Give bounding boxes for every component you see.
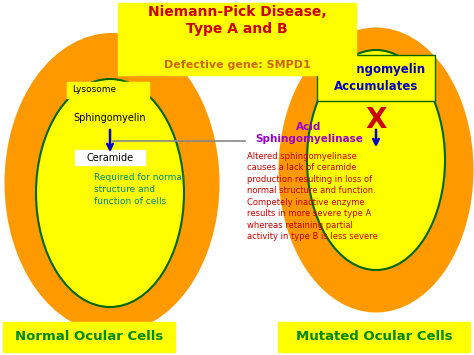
FancyBboxPatch shape	[67, 82, 149, 98]
Text: Ceramide: Ceramide	[86, 153, 134, 163]
Ellipse shape	[4, 33, 219, 333]
Text: Sphingomyelin: Sphingomyelin	[73, 113, 146, 123]
Text: Mutated Ocular Cells: Mutated Ocular Cells	[296, 331, 452, 344]
Text: Acid
Sphingomyelinase: Acid Sphingomyelinase	[255, 122, 363, 144]
Text: Normal Ocular Cells: Normal Ocular Cells	[15, 331, 163, 344]
Text: Lysosome: Lysosome	[72, 86, 116, 94]
Text: Altered sphingomyelinase
causes a lack of ceramide
production resulting in loss : Altered sphingomyelinase causes a lack o…	[247, 152, 378, 241]
Text: Niemann-Pick Disease,
Type A and B: Niemann-Pick Disease, Type A and B	[148, 5, 326, 36]
Text: X: X	[365, 106, 387, 134]
FancyBboxPatch shape	[118, 3, 356, 75]
Ellipse shape	[307, 50, 445, 270]
FancyBboxPatch shape	[3, 322, 175, 352]
Text: Sphingomyelin
Accumulates: Sphingomyelin Accumulates	[327, 64, 425, 93]
Ellipse shape	[279, 27, 474, 312]
FancyBboxPatch shape	[278, 322, 470, 352]
Text: Required for normal
structure and
function of cells: Required for normal structure and functi…	[94, 173, 184, 206]
FancyBboxPatch shape	[317, 55, 435, 101]
Text: Defective gene: SMPD1: Defective gene: SMPD1	[164, 60, 310, 70]
FancyBboxPatch shape	[75, 150, 145, 165]
Ellipse shape	[36, 79, 184, 307]
